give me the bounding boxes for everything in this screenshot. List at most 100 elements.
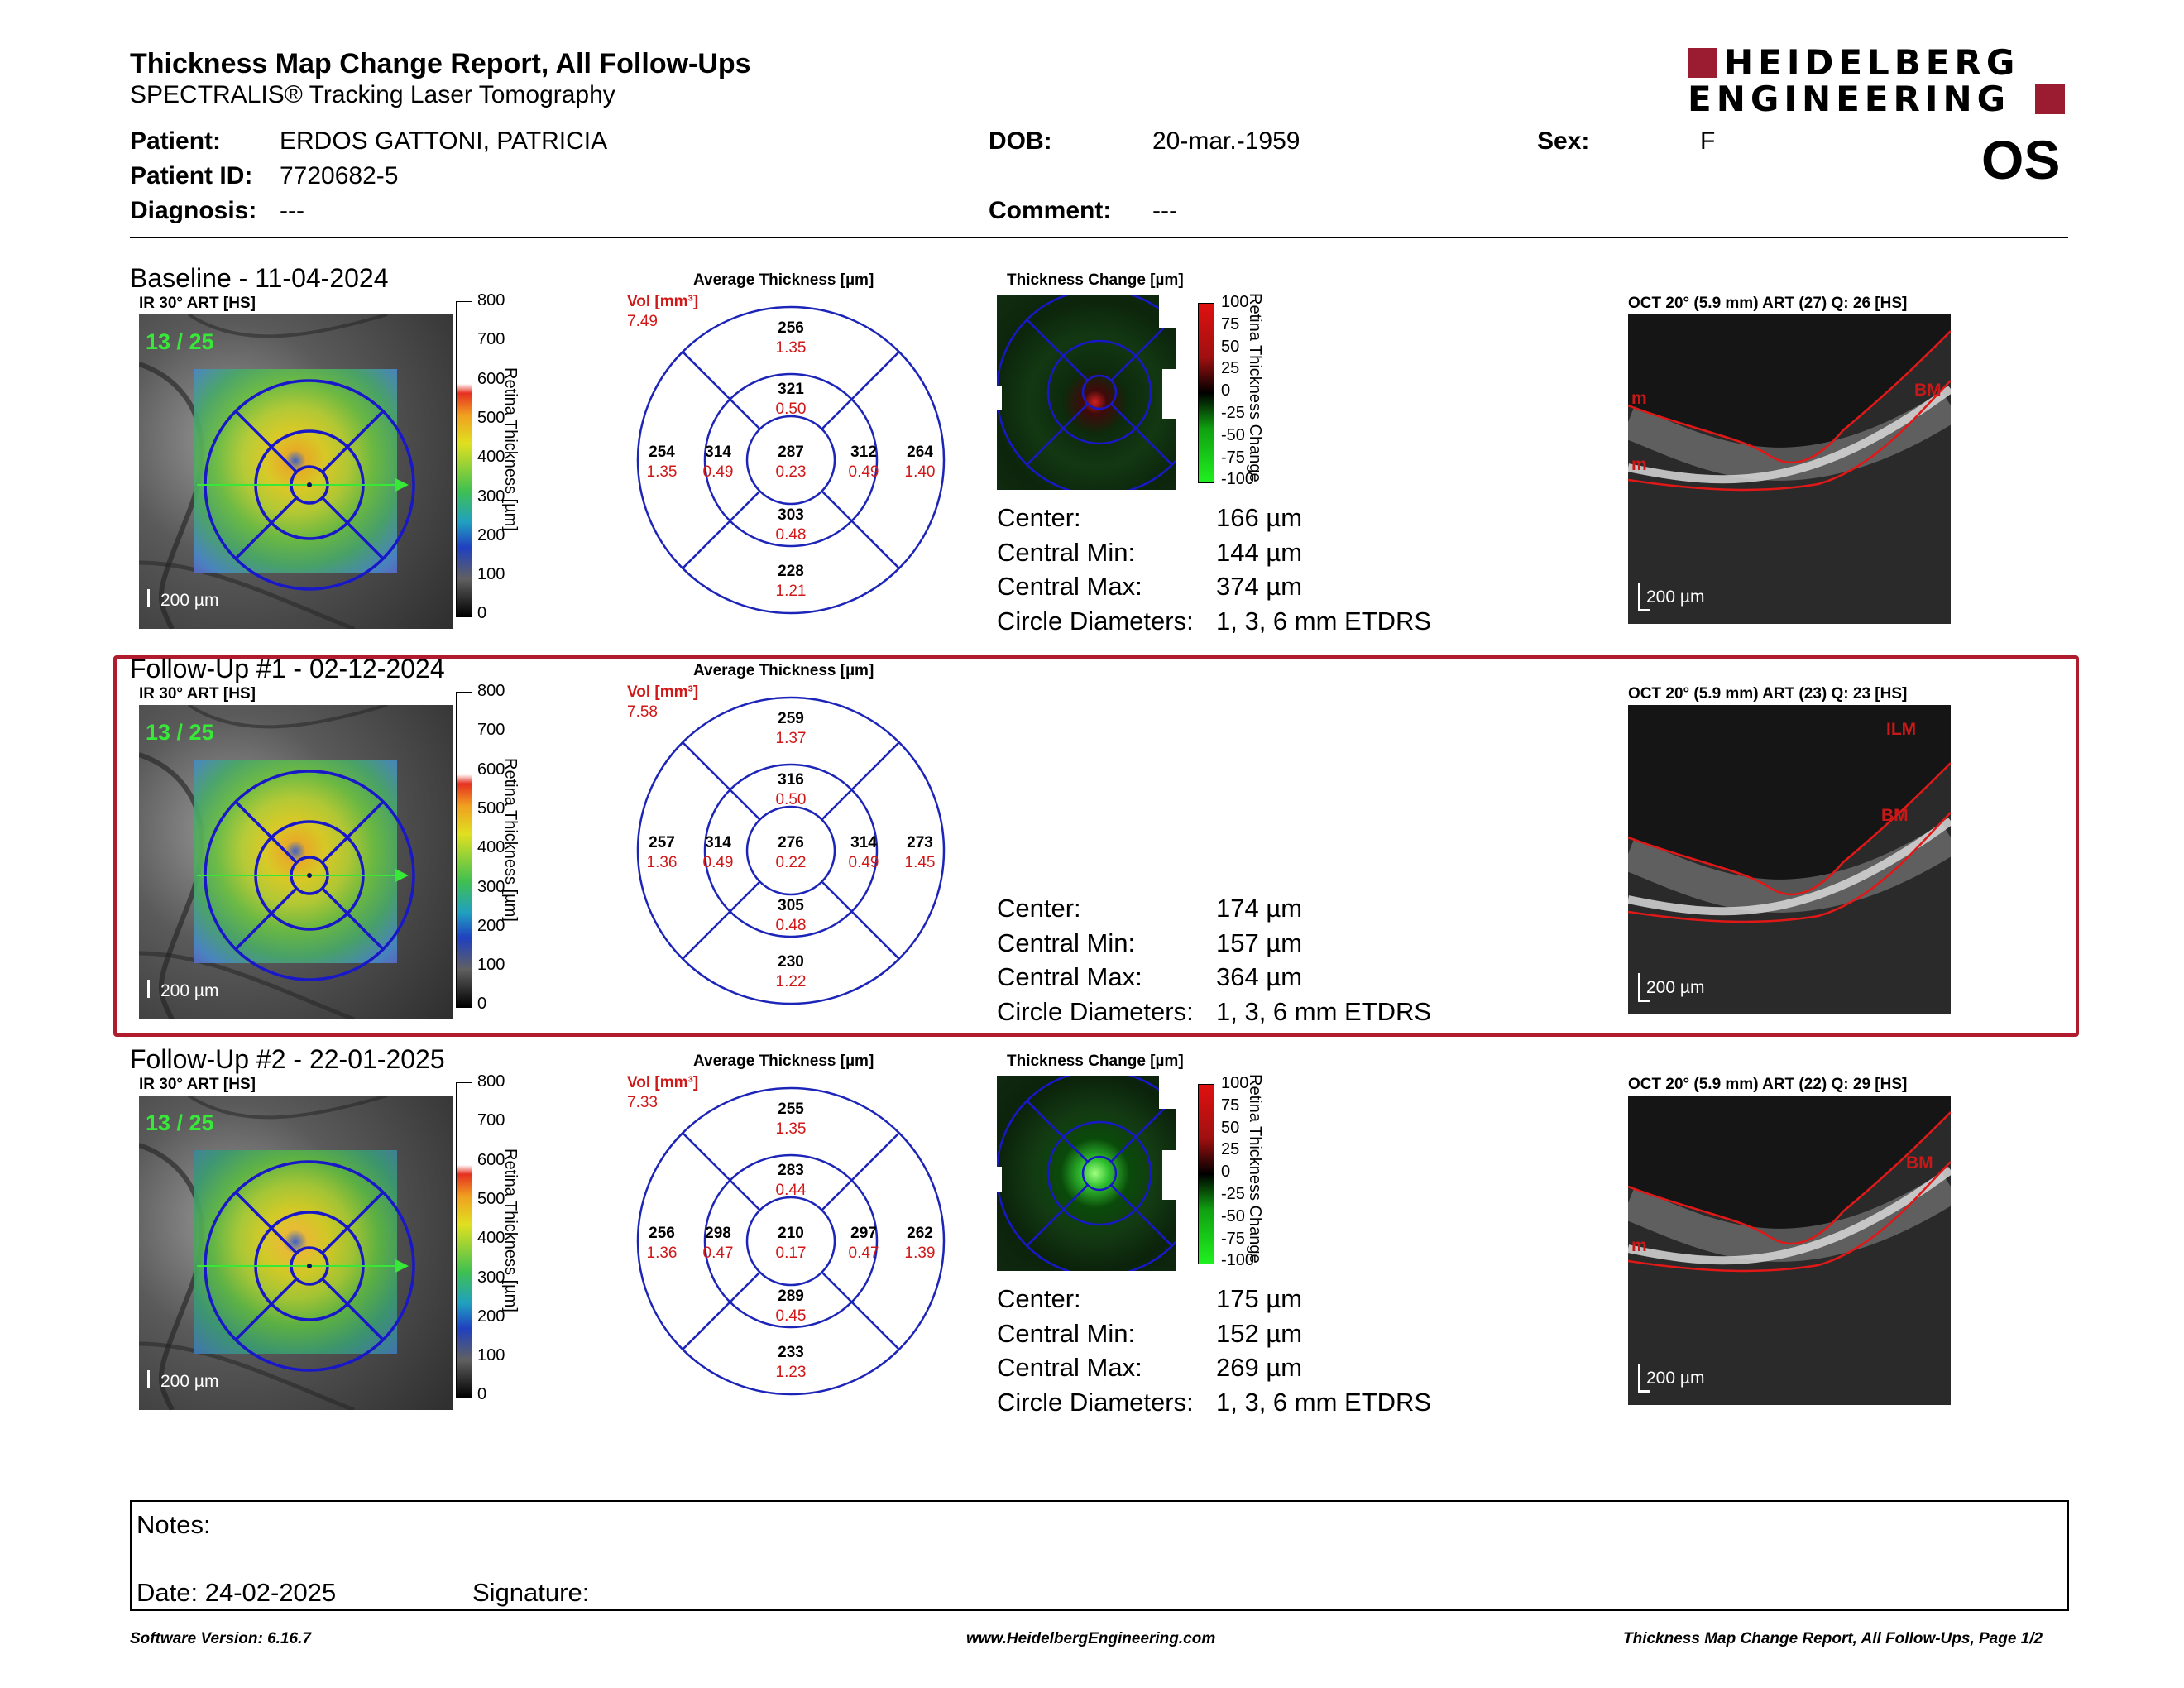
colorbar-tick: 500	[477, 408, 505, 427]
change-colorbar-tick: 0	[1221, 1163, 1231, 1182]
fundus-vessels	[139, 705, 388, 1019]
scale-label: 200 µm	[160, 591, 219, 610]
colorbar-tick: 300	[477, 877, 505, 896]
avg-thickness-title: Average Thickness [µm]	[693, 271, 874, 289]
sex-label: Sex:	[1537, 127, 1590, 155]
patient-id-label: Patient ID:	[130, 162, 253, 189]
stat-value: 1, 3, 6 mm ETDRS	[1216, 996, 1432, 1026]
retina-axis-label: Retina Thickness [µm]	[501, 758, 520, 922]
report-title: Thickness Map Change Report, All Follow-…	[130, 48, 751, 79]
dob-value: 20-mar.-1959	[1152, 127, 1300, 155]
change-colorbar-tick: 0	[1221, 381, 1231, 400]
oct-label: OCT 20° (5.9 mm) ART (27) Q: 26 [HS]	[1628, 295, 1908, 312]
etdrs-volume-outer-left: 1.36	[647, 1244, 678, 1262]
patient-id: 7720682-5	[280, 162, 399, 189]
stat-value: 175 µm	[1216, 1284, 1303, 1313]
oct-scale-label: 200 µm	[1646, 1369, 1705, 1388]
current-exam-highlight	[113, 655, 2079, 1037]
stat-label: Central Min:	[997, 1318, 1136, 1348]
sex-value: F	[1700, 127, 1716, 155]
fundus-etdrs-grid	[197, 1160, 415, 1372]
oct-bscan[interactable]: m m BM 200 µm	[1628, 314, 1951, 624]
etdrs-thickness-outer-top: 259	[778, 710, 804, 727]
scale-label: 200 µm	[160, 1372, 219, 1391]
vol-total: 7.33	[627, 1094, 658, 1111]
fundus-thickness-map[interactable]: 13 / 25 200 µm	[139, 705, 453, 1019]
change-colorbar-tick: -25	[1221, 1185, 1245, 1203]
change-colorbar-tick: -100	[1221, 470, 1255, 489]
etdrs-thickness-center: 210	[778, 1225, 804, 1242]
thickness-change-colorbar	[1198, 303, 1214, 483]
etdrs-thickness-inner-right: 312	[850, 444, 877, 461]
exam-title: Baseline - 11-04-2024	[130, 263, 389, 293]
notes-box[interactable]: Notes: Date: 24-02-2025 Signature:	[130, 1500, 2069, 1611]
etdrs-thickness-inner-left: 314	[705, 834, 731, 851]
colorbar-tick: 200	[477, 525, 505, 544]
colorbar-tick: 800	[477, 291, 505, 309]
etdrs-volume-inner-bottom: 0.45	[776, 1307, 807, 1325]
oct-layer-tag: BM	[1881, 806, 1909, 825]
etdrs-thickness-inner-bottom: 289	[778, 1288, 804, 1305]
etdrs-thickness-inner-bottom: 305	[778, 897, 804, 914]
oct-scale-bar-icon	[1638, 973, 1640, 1001]
scale-bar-icon	[147, 980, 150, 998]
change-colorbar-tick: 100	[1221, 293, 1249, 311]
oct-layer-tag: BM	[1906, 1153, 1933, 1172]
footer-version: Software Version: 6.16.7	[130, 1630, 311, 1647]
oct-layers	[1628, 762, 1951, 1014]
fundus-etdrs-grid	[197, 379, 415, 591]
colorbar-tick: 800	[477, 682, 505, 700]
notes-date: Date: 24-02-2025	[136, 1578, 337, 1607]
oct-scale-bar-icon	[1638, 1000, 1650, 1002]
colorbar-tick: 200	[477, 1307, 505, 1326]
oct-bscan[interactable]: m BM 200 µm	[1628, 1096, 1951, 1405]
retina-thickness-colorbar	[456, 301, 472, 617]
notes-signature: Signature:	[472, 1578, 590, 1607]
oct-bscan[interactable]: ILM BM 200 µm	[1628, 705, 1951, 1014]
ir-label: IR 30° ART [HS]	[139, 295, 256, 312]
etdrs-volume-outer-bottom: 1.22	[776, 973, 807, 990]
thickness-change-map[interactable]	[997, 295, 1176, 490]
etdrs-volume-outer-bottom: 1.23	[776, 1364, 807, 1381]
etdrs-volume-inner-right: 0.49	[849, 854, 879, 871]
diagnosis-value: ---	[280, 197, 304, 224]
stat-value: 1, 3, 6 mm ETDRS	[1216, 1387, 1432, 1417]
etdrs-volume-inner-left: 0.49	[703, 463, 734, 481]
stat-label: Circle Diameters:	[997, 606, 1194, 635]
fundus-thickness-map[interactable]: 13 / 25 200 µm	[139, 314, 453, 629]
etdrs-thickness-inner-right: 297	[850, 1225, 877, 1242]
oct-layer-tag: ILM	[1886, 720, 1917, 739]
etdrs-thickness-outer-right: 264	[907, 444, 933, 461]
stat-label: Central Max:	[997, 962, 1142, 991]
vol-total: 7.49	[627, 313, 658, 330]
change-colorbar-tick: -25	[1221, 404, 1245, 422]
oct-layer-tag: BM	[1914, 381, 1942, 400]
oct-scale-bar-icon	[1638, 1364, 1640, 1392]
stat-label: Center:	[997, 503, 1081, 532]
etdrs-volume-inner-top: 0.50	[776, 791, 807, 808]
oct-scale-label: 200 µm	[1646, 587, 1705, 607]
etdrs-thickness-outer-left: 254	[649, 444, 675, 461]
oct-layer-tag: m	[1631, 389, 1647, 408]
colorbar-tick: 600	[477, 760, 505, 779]
oct-layers	[1628, 330, 1951, 624]
stat-label: Central Max:	[997, 1353, 1142, 1382]
etdrs-volume-center: 0.22	[776, 854, 807, 871]
exam-title: Follow-Up #2 - 22-01-2025	[130, 1044, 445, 1074]
fundus-thickness-map[interactable]: 13 / 25 200 µm	[139, 1096, 453, 1410]
avg-thickness-title: Average Thickness [µm]	[693, 662, 874, 679]
etdrs-thickness-outer-bottom: 228	[778, 563, 804, 580]
thickness-change-map[interactable]	[997, 1076, 1176, 1271]
change-etdrs-grid	[997, 1076, 1176, 1271]
change-colorbar-tick: -75	[1221, 448, 1245, 467]
scale-bar-icon	[147, 589, 150, 607]
change-colorbar-tick: -50	[1221, 425, 1245, 444]
ir-label: IR 30° ART [HS]	[139, 1076, 256, 1093]
vol-label: Vol [mm³]	[627, 683, 699, 701]
etdrs-volume-outer-right: 1.40	[905, 463, 936, 481]
footer-url[interactable]: www.HeidelbergEngineering.com	[966, 1630, 1216, 1647]
colorbar-tick: 600	[477, 369, 505, 388]
thickness-change-colorbar	[1198, 1084, 1214, 1264]
etdrs-volume-center: 0.17	[776, 1244, 807, 1262]
etdrs-average-grid: 259 1.37 316 0.50 276 0.22 305 0.48 230 1.22 314 0.…	[636, 696, 946, 1005]
